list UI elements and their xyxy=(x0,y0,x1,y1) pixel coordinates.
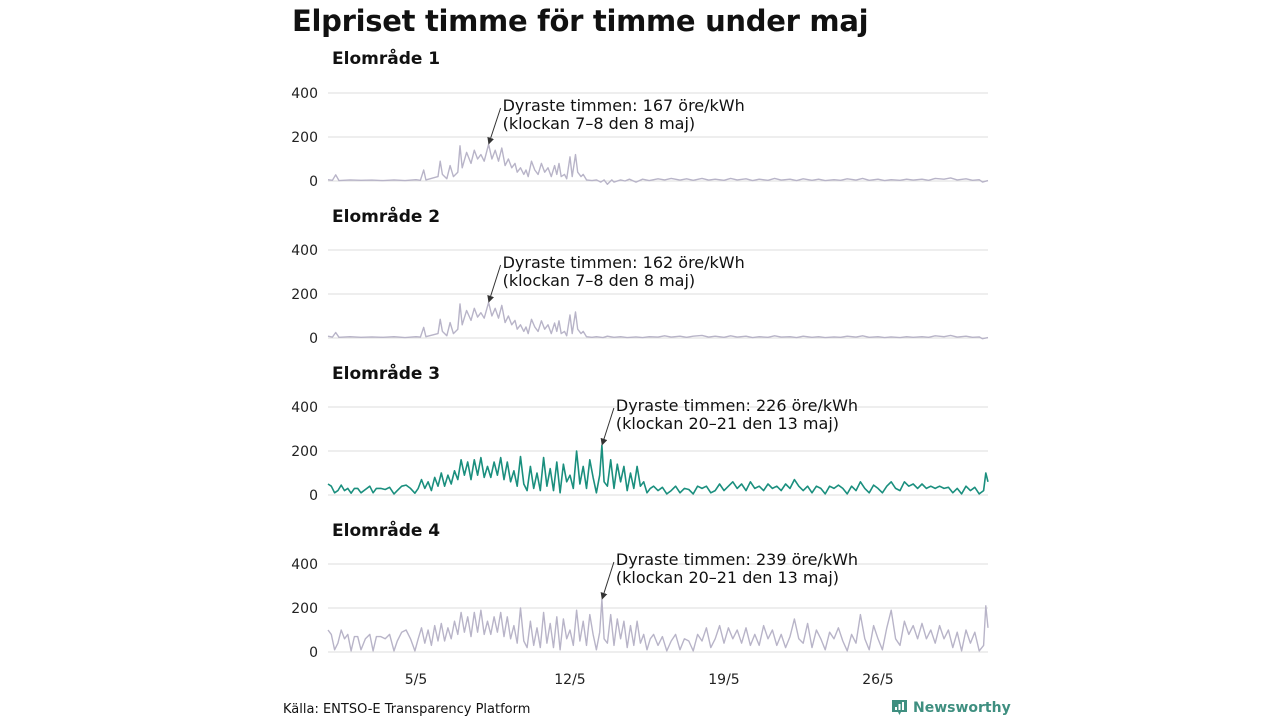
peak-arrow xyxy=(600,407,615,446)
y-tick-label: 400 xyxy=(291,400,318,416)
y-tick-label: 400 xyxy=(291,557,318,573)
y-tick-label: 200 xyxy=(291,130,318,146)
y-tick-label: 400 xyxy=(291,86,318,102)
panel-title-1: Elområde 1 xyxy=(332,49,441,69)
peak-annotation-line1: Dyraste timmen: 162 öre/kWh xyxy=(503,253,745,272)
y-tick-label: 0 xyxy=(309,331,318,347)
peak-arrow xyxy=(487,107,502,145)
y-tick-label: 0 xyxy=(309,645,318,661)
x-tick-label: 26/5 xyxy=(862,672,893,688)
y-tick-label: 200 xyxy=(291,601,318,617)
x-tick-label: 5/5 xyxy=(405,672,428,688)
peak-annotation-line1: Dyraste timmen: 226 öre/kWh xyxy=(616,396,858,415)
peak-annotation-line2: (klockan 7–8 den 8 maj) xyxy=(503,114,696,133)
chart-panel-2: 0 200 400 Dyraste timmen: 162 öre/kWh(klock… xyxy=(291,243,989,347)
peak-annotation-line2: (klockan 20–21 den 13 maj) xyxy=(616,414,839,433)
y-tick-label: 200 xyxy=(291,444,318,460)
series-line xyxy=(327,143,989,185)
series-line xyxy=(327,301,989,340)
chart-panel-4: 0 200 400 Dyraste timmen: 239 öre/kWh(klock… xyxy=(291,550,989,688)
panel-title-2: Elområde 2 xyxy=(332,207,441,227)
source-note: Källa: ENTSO-E Transparency Platform xyxy=(283,702,531,717)
series-line xyxy=(327,598,989,652)
brand-logo[interactable]: Newsworthy xyxy=(891,699,1011,716)
panel-title-3: Elområde 3 xyxy=(332,364,441,384)
panel-title-4: Elområde 4 xyxy=(332,521,441,541)
peak-annotation-line2: (klockan 20–21 den 13 maj) xyxy=(616,568,839,587)
peak-annotation-line1: Dyraste timmen: 167 öre/kWh xyxy=(503,96,745,115)
y-tick-label: 0 xyxy=(309,488,318,504)
y-tick-label: 400 xyxy=(291,243,318,259)
chart-panel-1: 0 200 400 Dyraste timmen: 167 öre/kWh(klock… xyxy=(291,86,989,190)
brand-name: Newsworthy xyxy=(913,699,1011,716)
peak-annotation-line1: Dyraste timmen: 239 öre/kWh xyxy=(616,550,858,569)
y-tick-label: 200 xyxy=(291,287,318,303)
x-tick-label: 12/5 xyxy=(554,672,585,688)
y-tick-label: 0 xyxy=(309,174,318,190)
x-tick-label: 19/5 xyxy=(708,672,739,688)
chart-title: Elpriset timme för timme under maj xyxy=(292,4,869,38)
series-line xyxy=(327,444,989,495)
peak-arrow xyxy=(600,561,615,600)
peak-annotation-line2: (klockan 7–8 den 8 maj) xyxy=(503,271,696,290)
chart-panel-3: 0 200 400 Dyraste timmen: 226 öre/kWh(klock… xyxy=(291,396,989,504)
newsworthy-logo-icon xyxy=(892,700,907,715)
peak-arrow xyxy=(487,264,502,303)
